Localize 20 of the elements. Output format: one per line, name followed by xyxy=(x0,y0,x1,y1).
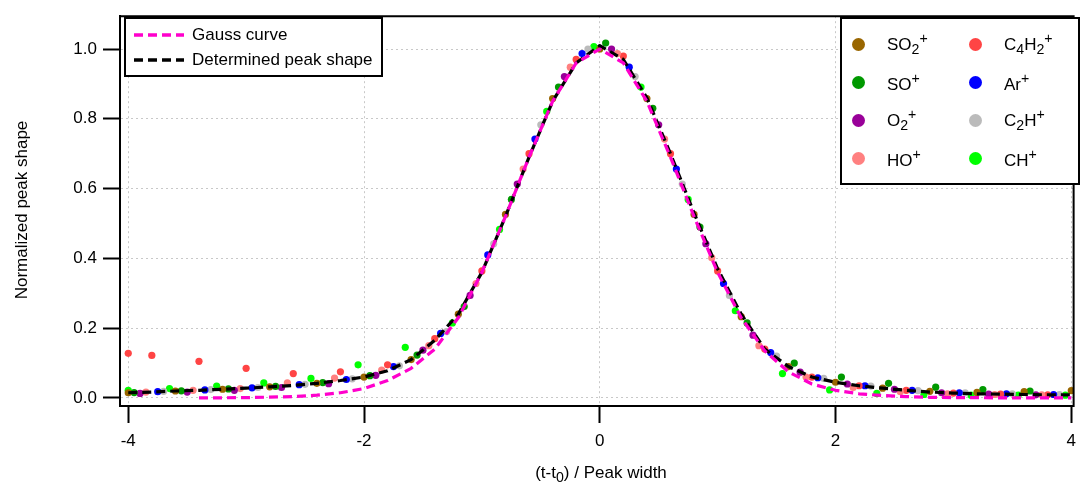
legend-label: SO$^{+}$ xyxy=(887,70,921,94)
y-tick-label: 0.0 xyxy=(73,387,97,407)
y-tick-label: 0.2 xyxy=(73,317,97,337)
x-tick-label: 2 xyxy=(830,430,841,450)
legend-label: Gauss curve xyxy=(192,24,288,45)
y-tick-label: 0.6 xyxy=(73,178,97,198)
legend-label: C$_{2}$H$^{+}$ xyxy=(1004,106,1046,134)
y-tick-label: 0.8 xyxy=(73,108,97,128)
legend-label: Ar$^{+}$ xyxy=(1004,70,1031,94)
x-tick-label: -2 xyxy=(356,430,372,450)
legend-label: Determined peak shape xyxy=(192,49,373,70)
y-axis-title: Normalized peak shape xyxy=(12,120,32,300)
legend-label: CH$^{+}$ xyxy=(1004,146,1038,170)
x-axis-title: (t-t$_{0}$) / Peak width xyxy=(534,463,668,486)
x-tick-label: -4 xyxy=(120,430,136,450)
y-tick-label: 0.4 xyxy=(73,248,97,268)
y-tick-label: 1.0 xyxy=(73,38,97,58)
x-tick-label: 4 xyxy=(1066,430,1076,450)
legend-label: HO$^{+}$ xyxy=(887,146,922,170)
x-tick-label: 0 xyxy=(595,430,605,450)
